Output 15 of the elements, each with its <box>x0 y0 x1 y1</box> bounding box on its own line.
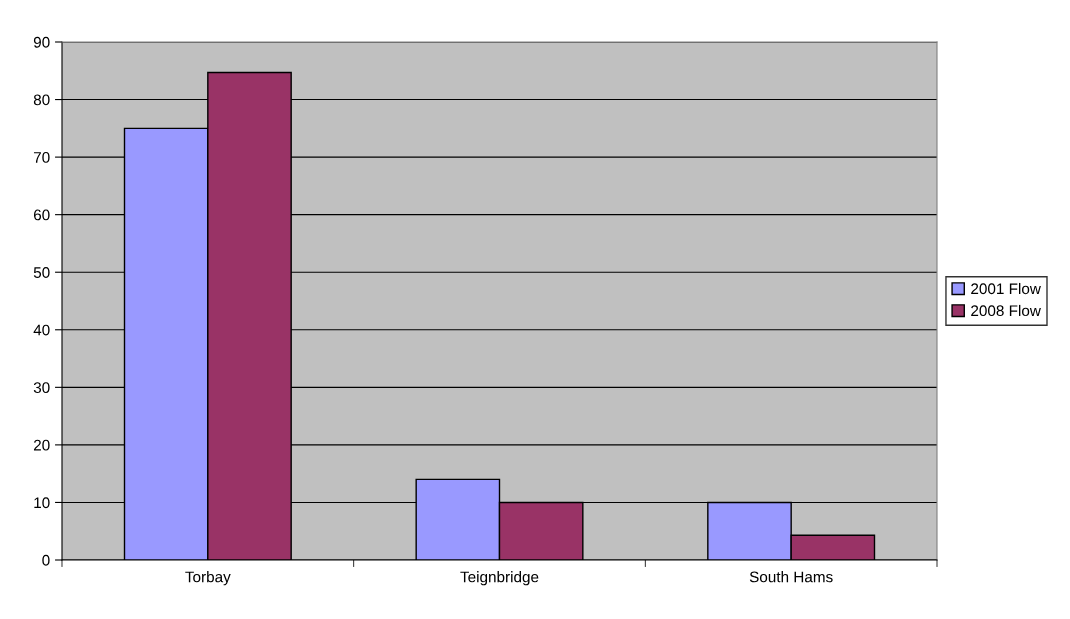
y-tick-label: 50 <box>33 267 50 278</box>
y-tick-label: 60 <box>33 209 50 221</box>
y-tick-label: 20 <box>33 439 50 451</box>
legend-label: 2008 Flow <box>971 304 1041 317</box>
legend-label: 2001 Flow <box>971 282 1041 295</box>
x-tick-label: Torbay <box>185 571 231 586</box>
x-tick-label: South Hams <box>749 571 833 583</box>
y-tick-label: 0 <box>42 554 50 566</box>
y-tick-label: 80 <box>33 94 50 106</box>
y-tick-label: 70 <box>33 151 50 163</box>
y-tick-label: 30 <box>33 382 50 394</box>
y-tick-label: 10 <box>34 497 50 509</box>
y-tick-label: 90 <box>33 36 50 48</box>
x-tick-label: Teignbridge <box>460 571 539 586</box>
y-tick-label: 40 <box>33 324 50 336</box>
